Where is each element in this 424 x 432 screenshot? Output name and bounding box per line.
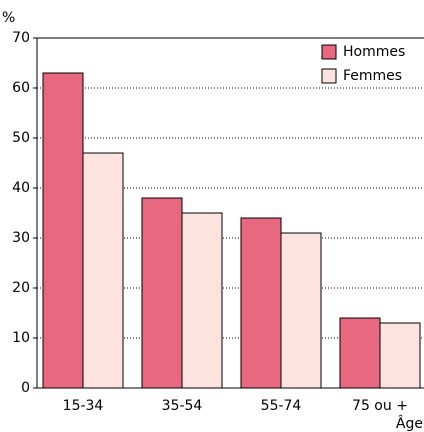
bar <box>181 212 223 389</box>
bar <box>82 152 124 389</box>
y-tick-label: 60 <box>12 80 30 96</box>
bar <box>141 197 183 389</box>
legend-label: Femmes <box>343 68 402 84</box>
y-tick-label: 50 <box>12 130 30 146</box>
bar <box>280 232 322 389</box>
x-axis-label: Âge <box>396 414 423 432</box>
legend-swatch <box>321 44 337 60</box>
x-tick-label: 75 ou + <box>352 398 408 414</box>
x-tick-label: 55-74 <box>261 398 302 414</box>
bar <box>240 217 282 389</box>
y-axis-label: % <box>2 10 15 26</box>
bar <box>339 317 381 389</box>
y-tick-label: 10 <box>12 330 30 346</box>
y-tick-label: 40 <box>12 180 30 196</box>
x-tick-label: 35-54 <box>162 398 203 414</box>
y-tick-label: 20 <box>12 280 30 296</box>
bar <box>42 72 84 389</box>
x-tick-label: 15-34 <box>63 398 104 414</box>
y-tick-label: 0 <box>21 380 30 396</box>
legend-swatch <box>321 68 337 84</box>
bar <box>379 322 421 389</box>
y-tick-label: 70 <box>12 30 30 46</box>
legend-label: Hommes <box>343 44 405 60</box>
y-tick-label: 30 <box>12 230 30 246</box>
